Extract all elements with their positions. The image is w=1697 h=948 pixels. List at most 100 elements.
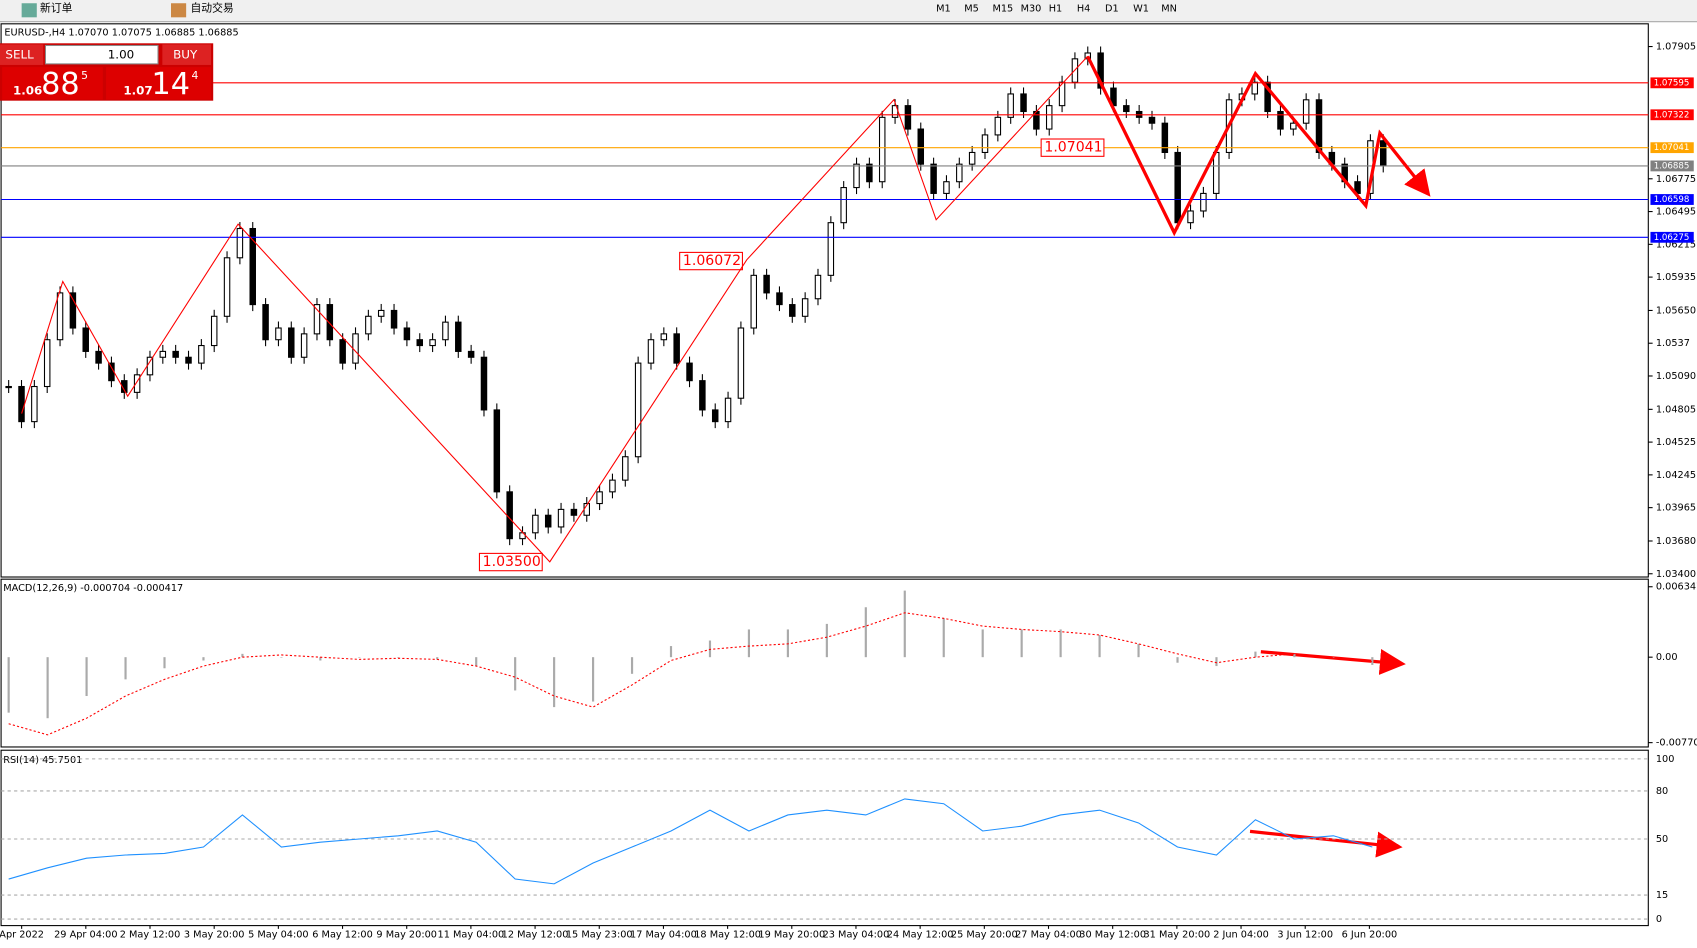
macd-bar <box>436 657 439 660</box>
timeframe-button[interactable]: W1 <box>1133 4 1149 15</box>
candle <box>5 385 12 389</box>
sell-label[interactable]: SELL <box>5 48 34 62</box>
timeframe-button[interactable]: H4 <box>1077 4 1091 15</box>
candle <box>390 309 398 329</box>
time-label: 27 May 04:00 <box>1015 929 1082 940</box>
candle <box>236 227 244 259</box>
candle <box>827 222 835 276</box>
candle <box>1315 99 1323 154</box>
sell-button[interactable] <box>0 44 44 65</box>
candle <box>1148 116 1156 124</box>
timeframe-button[interactable]: M15 <box>992 4 1013 15</box>
rsi-tick-label: 80 <box>1656 786 1668 797</box>
candle <box>172 350 179 358</box>
price-level-label: 1.07041 <box>1654 143 1690 153</box>
timeframe-button[interactable]: D1 <box>1105 4 1119 15</box>
candle <box>198 345 205 364</box>
macd-bar <box>397 657 400 658</box>
time-label: 11 May 04:00 <box>438 929 505 940</box>
price-level-tag <box>1650 142 1694 154</box>
candle <box>532 514 539 534</box>
candle <box>403 327 411 341</box>
macd-bar <box>475 657 478 667</box>
timeframe-button[interactable]: H1 <box>1049 4 1063 15</box>
time-label: 12 May 12:00 <box>502 929 569 940</box>
candle <box>994 116 1002 136</box>
time-label: 29 Apr 04:00 <box>54 929 117 940</box>
candle <box>853 163 860 189</box>
macd-bar <box>942 618 945 658</box>
time-label: 31 May 20:00 <box>1143 929 1210 940</box>
candle <box>699 380 706 411</box>
candle <box>724 397 732 423</box>
time-label: 3 May 20:00 <box>184 929 245 940</box>
price-tick-label: 1.03965 <box>1656 503 1696 514</box>
time-label: 15 May 23:00 <box>566 929 633 940</box>
candle <box>1302 99 1310 124</box>
lot-value[interactable]: 1.00 <box>108 48 134 62</box>
candle <box>442 321 449 341</box>
macd-bar <box>786 629 789 658</box>
new-order-button[interactable]: 新订单 <box>40 1 73 15</box>
candle <box>673 333 680 364</box>
price-annotation-box <box>679 251 743 271</box>
candle <box>429 339 436 347</box>
macd-bar <box>825 623 828 658</box>
rsi-line <box>8 798 1373 885</box>
candle <box>506 491 513 540</box>
time-label: 6 Jun 20:00 <box>1342 929 1398 940</box>
time-label: 9 May 20:00 <box>376 929 437 940</box>
candle <box>185 356 192 364</box>
price-level-tag <box>1650 194 1694 205</box>
candle <box>300 333 308 358</box>
lot-input[interactable] <box>44 44 159 65</box>
candle <box>596 491 603 505</box>
price-annotation: 1.03500 <box>483 554 541 570</box>
candle <box>480 356 488 411</box>
sell-price-box[interactable] <box>2 67 103 100</box>
price-tick-label: 1.07905 <box>1656 42 1696 53</box>
candle <box>1290 122 1297 130</box>
new-order-icon[interactable] <box>21 3 37 18</box>
macd-bar <box>514 657 517 691</box>
buy-button[interactable] <box>162 44 212 65</box>
timeframe-button[interactable]: M1 <box>936 4 951 15</box>
price-tick-label: 1.05650 <box>1656 305 1696 316</box>
macd-bar <box>280 657 283 658</box>
macd-bar <box>319 657 322 661</box>
candle <box>981 134 989 154</box>
candle <box>968 151 976 165</box>
macd-label: MACD(12,26,9) -0.000704 -0.000417 <box>3 583 183 594</box>
price-level-tag <box>1650 109 1694 121</box>
price-tick-label: 1.0537 <box>1656 338 1690 349</box>
auto-trading-button[interactable]: 自动交易 <box>190 1 233 15</box>
price-annotation: 1.07041 <box>1044 140 1102 156</box>
candle <box>750 274 758 329</box>
price-tick-label: 1.03680 <box>1656 536 1696 547</box>
macd-bar <box>241 653 244 658</box>
price-annotation-box <box>478 552 543 572</box>
macd-bar <box>202 657 205 661</box>
candle <box>1007 93 1014 118</box>
macd-signal <box>8 612 1373 736</box>
buy-price-box[interactable] <box>106 67 212 100</box>
candle <box>904 105 912 130</box>
time-label: 30 May 12:00 <box>1079 929 1146 940</box>
candle <box>82 327 89 352</box>
auto-trading-icon[interactable] <box>170 3 187 18</box>
time-label: 23 May 04:00 <box>823 929 890 940</box>
buy-label[interactable]: BUY <box>173 48 198 62</box>
candle <box>878 116 886 183</box>
price-tick-label: 1.04245 <box>1656 470 1696 481</box>
candle <box>1187 210 1194 224</box>
macd-bar <box>1215 657 1218 667</box>
main-chart-frame <box>0 23 1649 578</box>
timeframe-button[interactable]: MN <box>1161 4 1177 15</box>
timeframe-button[interactable]: M30 <box>1021 4 1042 15</box>
price-tick-label: 1.03400 <box>1656 569 1696 580</box>
timeframe-button[interactable]: M5 <box>964 4 979 15</box>
candle <box>570 508 578 516</box>
candle <box>1058 81 1066 107</box>
candle <box>711 409 719 423</box>
